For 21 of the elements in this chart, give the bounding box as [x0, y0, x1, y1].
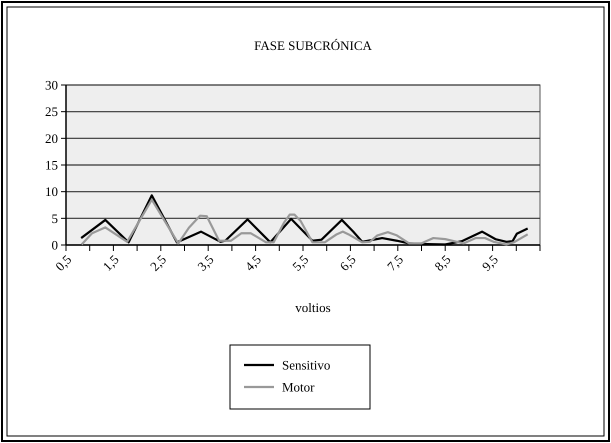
- chart-title: FASE SUBCRÓNICA: [254, 38, 373, 53]
- y-tick-label: 5: [52, 210, 58, 226]
- x-tick-label: 0,5: [52, 252, 74, 274]
- y-tick-label: 10: [45, 184, 58, 200]
- x-tick-label: 7,5: [384, 252, 406, 274]
- legend-label: Motor: [282, 380, 316, 395]
- y-tick-label: 30: [45, 78, 58, 93]
- x-tick-label: 3,5: [194, 252, 217, 274]
- y-tick-label: 15: [45, 158, 58, 173]
- y-tick-label: 20: [45, 130, 58, 146]
- x-tick-label: 9,5: [478, 252, 501, 274]
- x-tick-label: 6,5: [336, 252, 359, 274]
- legend-label: Sensitivo: [282, 358, 330, 373]
- x-tick-label: 2,5: [147, 252, 170, 274]
- y-tick-label: 0: [52, 238, 58, 253]
- x-axis-title: voltios: [295, 300, 331, 315]
- x-tick-label: 1,5: [100, 252, 122, 274]
- x-tick-label: 5,5: [289, 252, 312, 274]
- x-tick-label: 8,5: [431, 252, 454, 274]
- x-tick-label: 4,5: [242, 252, 264, 274]
- y-tick-label: 25: [45, 104, 58, 120]
